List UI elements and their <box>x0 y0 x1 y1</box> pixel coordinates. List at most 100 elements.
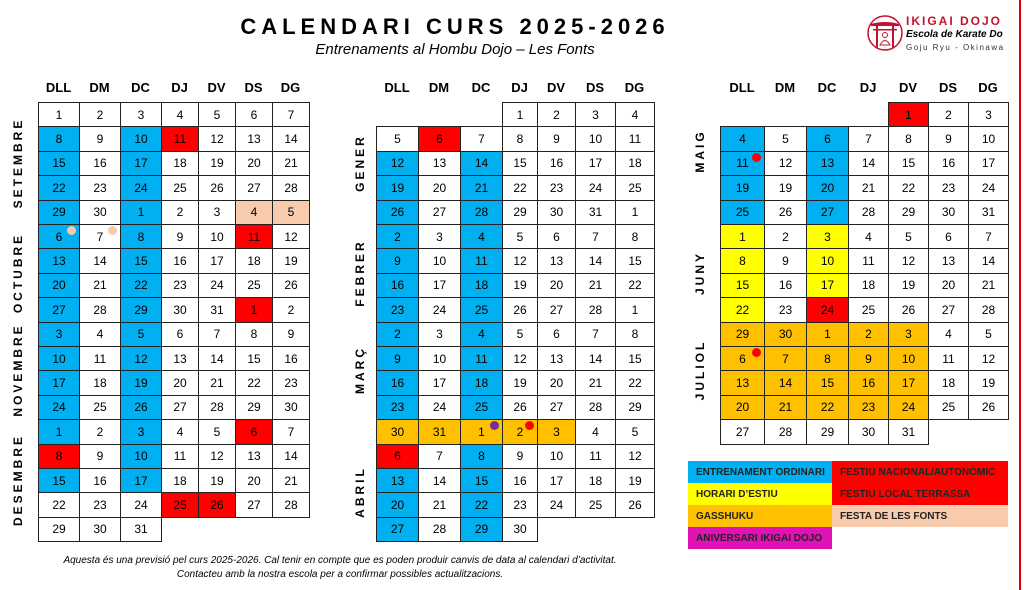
day-number: 10 <box>549 449 564 464</box>
day-number: 19 <box>210 473 224 488</box>
day-number: 19 <box>778 180 793 195</box>
day-number: 16 <box>93 473 107 488</box>
day-cell: 2 <box>928 102 969 128</box>
day-number: 29 <box>474 522 489 537</box>
day-number: 2 <box>96 107 104 122</box>
day-number: 9 <box>394 254 401 269</box>
day-number: 17 <box>432 376 447 391</box>
day-number: 7 <box>213 327 221 342</box>
day-number: 18 <box>861 278 876 293</box>
day-number: 27 <box>247 498 261 513</box>
day-number: 5 <box>287 205 295 220</box>
day-cell: 21 <box>848 175 889 201</box>
day-cell: 10 <box>888 346 929 372</box>
weekday-header: DG <box>978 80 998 95</box>
day-cell: 12 <box>968 346 1009 372</box>
day-cell: 19 <box>120 370 162 396</box>
day-cell: 27 <box>537 297 576 323</box>
day-cell: 21 <box>575 272 616 299</box>
day-number: 28 <box>861 205 876 220</box>
day-cell: 14 <box>968 248 1009 274</box>
day-number: 10 <box>981 132 996 147</box>
day-cell: 6 <box>928 224 969 250</box>
day-number: 31 <box>432 424 447 439</box>
day-number: 22 <box>901 180 916 195</box>
day-number: 10 <box>210 229 224 244</box>
day-cell: 27 <box>418 199 461 225</box>
day-number: 11 <box>93 351 107 366</box>
day-number: 29 <box>628 400 642 415</box>
day-cell: 23 <box>79 175 121 201</box>
day-number: 15 <box>901 156 916 171</box>
day-cell: 9 <box>764 248 807 274</box>
day-number: 1 <box>739 229 746 244</box>
weekday-header: DS <box>585 80 605 95</box>
day-cell: 4 <box>235 199 273 225</box>
day-number: 1 <box>55 424 63 439</box>
day-number: 22 <box>52 180 66 195</box>
day-cell: 28 <box>968 297 1009 323</box>
day-cell: 27 <box>235 175 273 201</box>
day-cell: 10 <box>38 346 80 372</box>
legend-item: ENTRENAMENT ORDINARI <box>688 461 832 483</box>
month-label: FEBRER <box>353 239 367 307</box>
day-cell: 7 <box>198 321 236 347</box>
day-cell: 23 <box>79 492 121 518</box>
day-number: 16 <box>93 156 107 171</box>
day-cell: 28 <box>460 199 503 225</box>
day-cell: 23 <box>502 492 538 518</box>
day-cell: 24 <box>418 297 461 323</box>
day-cell: 15 <box>615 346 655 372</box>
day-number: 10 <box>432 254 447 269</box>
day-cell: 24 <box>575 175 616 201</box>
day-cell: 21 <box>272 468 310 494</box>
day-number: 5 <box>516 327 524 342</box>
day-cell: 16 <box>272 346 310 372</box>
day-cell: 16 <box>376 370 419 396</box>
day-cell: 16 <box>848 370 889 396</box>
day-cell: 11 <box>161 443 199 469</box>
day-cell: 21 <box>79 272 121 299</box>
day-cell: 24 <box>198 272 236 299</box>
day-cell: 8 <box>38 126 80 152</box>
day-cell: 17 <box>120 468 162 494</box>
day-number: 19 <box>901 278 916 293</box>
day-cell: 10 <box>806 248 849 274</box>
day-number: 30 <box>93 522 107 537</box>
day-cell: 4 <box>848 224 889 250</box>
day-cell: 16 <box>376 272 419 299</box>
day-cell: 12 <box>502 346 538 372</box>
day-number: 31 <box>901 424 916 439</box>
day-number: 1 <box>631 302 639 317</box>
day-number: 13 <box>52 254 66 269</box>
day-cell: 3 <box>806 224 849 250</box>
day-cell: 11 <box>848 248 889 274</box>
day-number: 10 <box>134 449 148 464</box>
day-cell: 2 <box>764 224 807 250</box>
day-number: 22 <box>628 278 642 293</box>
day-cell: 29 <box>888 199 929 225</box>
day-cell: 11 <box>615 126 655 152</box>
page-title: CALENDARI CURS 2025-2026 <box>240 14 670 39</box>
day-number: 3 <box>553 424 560 439</box>
day-cell: 4 <box>161 102 199 128</box>
day-cell: 27 <box>235 492 273 518</box>
day-cell: 22 <box>615 370 655 396</box>
day-number: 9 <box>96 449 104 464</box>
day-cell: 23 <box>376 297 419 323</box>
day-cell: 26 <box>376 199 419 225</box>
day-cell: 29 <box>502 199 538 225</box>
day-number: 24 <box>134 180 148 195</box>
day-number: 29 <box>52 205 66 220</box>
day-number: 30 <box>284 400 298 415</box>
day-number: 30 <box>941 205 956 220</box>
day-number: 16 <box>778 278 793 293</box>
day-number: 18 <box>628 156 642 171</box>
day-cell: 25 <box>928 394 969 421</box>
day-cell: 22 <box>615 272 655 299</box>
day-cell: 24 <box>537 492 576 518</box>
day-cell: 8 <box>502 126 538 152</box>
day-cell: 30 <box>502 516 538 543</box>
month-label: DESEMBRE <box>11 434 25 527</box>
day-cell: 9 <box>848 346 889 372</box>
